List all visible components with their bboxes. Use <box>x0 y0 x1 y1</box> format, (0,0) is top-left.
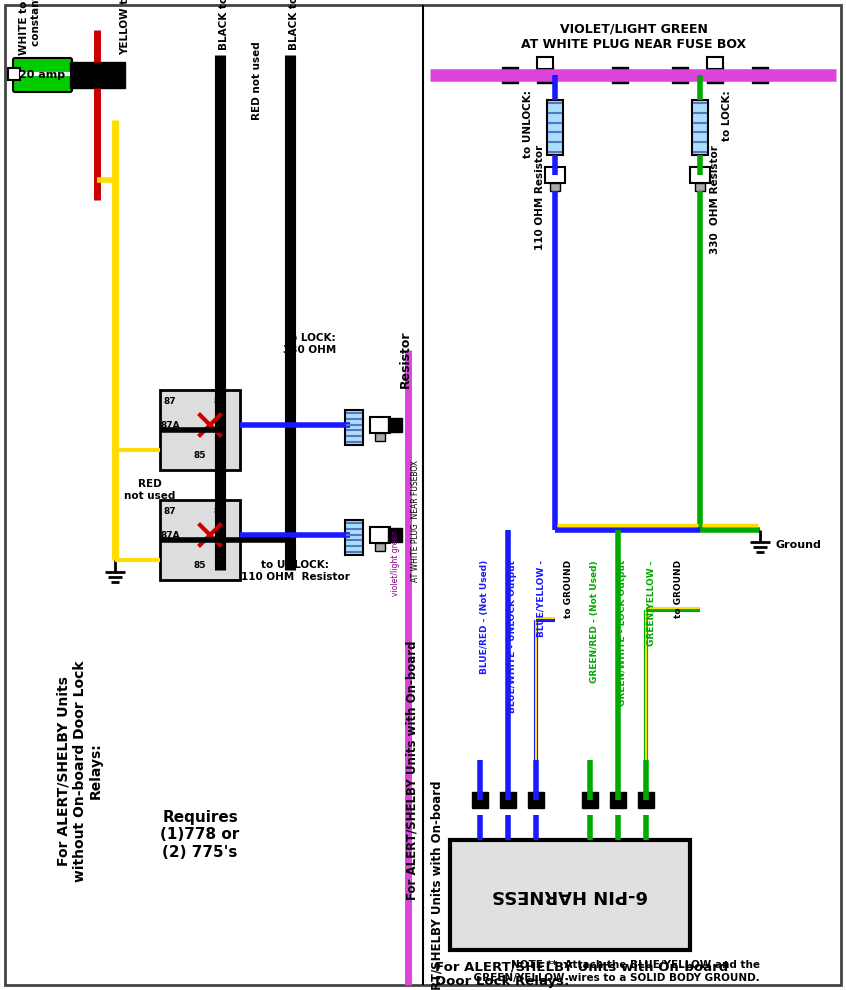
Text: to LOCK:
330 OHM: to LOCK: 330 OHM <box>283 334 337 355</box>
Text: 87: 87 <box>163 508 176 517</box>
Text: 330  OHM Resistor: 330 OHM Resistor <box>710 145 720 253</box>
Bar <box>550 183 560 191</box>
Text: to UNLOCK:
110 OHM  Resistor: to UNLOCK: 110 OHM Resistor <box>240 560 349 581</box>
Bar <box>707 57 723 69</box>
Text: 86: 86 <box>214 398 226 407</box>
Text: For ALERT/SHELBY Units
without On-board Door Lock
Relays:: For ALERT/SHELBY Units without On-board … <box>57 660 103 881</box>
Bar <box>375 543 385 551</box>
Text: to UNLOCK:: to UNLOCK: <box>523 90 533 157</box>
Bar <box>160 390 240 470</box>
Bar <box>8 68 20 80</box>
Bar <box>547 100 563 155</box>
Text: BLUE/RED - (Not Used): BLUE/RED - (Not Used) <box>480 560 489 674</box>
Text: For ALERT/SHELBY Units with On-board: For ALERT/SHELBY Units with On-board <box>405 640 418 900</box>
Text: to LOCK:: to LOCK: <box>722 90 732 141</box>
Text: GREEN/YELLOW -: GREEN/YELLOW - <box>646 560 655 645</box>
Bar <box>528 792 544 808</box>
Bar <box>690 167 710 183</box>
Bar <box>345 410 363 445</box>
Text: to GROUND: to GROUND <box>564 560 573 618</box>
Bar <box>375 433 385 441</box>
Text: BLUE/WHITE - UNLOCK Output: BLUE/WHITE - UNLOCK Output <box>508 560 517 713</box>
Text: RED
not used: RED not used <box>124 479 176 501</box>
Text: Door Lock Relays:: Door Lock Relays: <box>435 975 569 988</box>
Bar <box>70 62 125 88</box>
Text: 110 OHM Resistor: 110 OHM Resistor <box>535 145 545 250</box>
Text: 86: 86 <box>214 508 226 517</box>
Text: 30: 30 <box>214 421 226 430</box>
Bar <box>695 183 705 191</box>
Bar <box>692 100 708 155</box>
Text: violet/light green: violet/light green <box>391 530 399 596</box>
Text: BLACK to(-) LOCK output from unit: BLACK to(-) LOCK output from unit <box>219 0 229 50</box>
Bar <box>582 792 598 808</box>
Bar <box>388 418 402 432</box>
Text: AT WHITE PLUG NEAR FUSE BOX: AT WHITE PLUG NEAR FUSE BOX <box>521 38 746 51</box>
Bar <box>672 67 688 83</box>
Text: RED not used: RED not used <box>252 42 262 120</box>
Text: BLACK to (-) UNLOCK output from unit: BLACK to (-) UNLOCK output from unit <box>289 0 299 50</box>
Bar <box>545 167 565 183</box>
Bar <box>388 528 402 542</box>
Text: WHITE to 12 volts
constant fused: WHITE to 12 volts constant fused <box>19 0 41 55</box>
Bar <box>500 792 516 808</box>
Bar <box>638 792 654 808</box>
Bar <box>707 67 723 83</box>
Text: 85: 85 <box>194 560 206 569</box>
Bar <box>610 792 626 808</box>
Bar <box>502 67 518 83</box>
Text: 20 amp: 20 amp <box>19 70 65 80</box>
Text: 87: 87 <box>163 398 176 407</box>
Bar <box>537 67 553 83</box>
Text: Requires
(1)778 or
(2) 775's: Requires (1)778 or (2) 775's <box>161 810 239 859</box>
Text: 30: 30 <box>214 531 226 540</box>
Text: 6-PIN HARNESS: 6-PIN HARNESS <box>492 886 648 904</box>
Bar <box>612 67 628 83</box>
Bar <box>537 57 553 69</box>
Text: For ALERT/SHELBY Units with On-board: For ALERT/SHELBY Units with On-board <box>435 960 728 973</box>
Bar <box>370 417 390 433</box>
Text: For ALERT/SHELBY Units with On-board: For ALERT/SHELBY Units with On-board <box>430 780 443 990</box>
Text: GREEN/RED - (Not Used): GREEN/RED - (Not Used) <box>590 560 599 683</box>
Bar <box>752 67 768 83</box>
Text: Ground: Ground <box>775 540 821 550</box>
Text: BLUE/YELLOW -: BLUE/YELLOW - <box>536 560 545 638</box>
Text: YELLOW to GROUND: YELLOW to GROUND <box>120 0 130 55</box>
Bar <box>345 520 363 555</box>
Text: GREEN/WHITE - LOCK Output: GREEN/WHITE - LOCK Output <box>618 560 627 707</box>
Text: AT WHITE PLUG  NEAR FUSEBOX: AT WHITE PLUG NEAR FUSEBOX <box>410 460 420 582</box>
Text: NOTE **  Attach the BLUE/YELLOW and the: NOTE ** Attach the BLUE/YELLOW and the <box>511 960 760 970</box>
Bar <box>450 840 690 950</box>
Text: GREEN/YELLOW wires to a SOLID BODY GROUND.: GREEN/YELLOW wires to a SOLID BODY GROUN… <box>442 973 760 983</box>
FancyBboxPatch shape <box>13 58 72 92</box>
Text: Resistor: Resistor <box>398 330 411 387</box>
Text: VIOLET/LIGHT GREEN: VIOLET/LIGHT GREEN <box>560 22 708 35</box>
Text: 87A: 87A <box>160 421 180 430</box>
Bar <box>370 527 390 543</box>
Bar <box>472 792 488 808</box>
Text: 85: 85 <box>194 450 206 459</box>
Bar <box>160 500 240 580</box>
Text: 87A: 87A <box>160 531 180 540</box>
Text: to GROUND: to GROUND <box>674 560 683 618</box>
